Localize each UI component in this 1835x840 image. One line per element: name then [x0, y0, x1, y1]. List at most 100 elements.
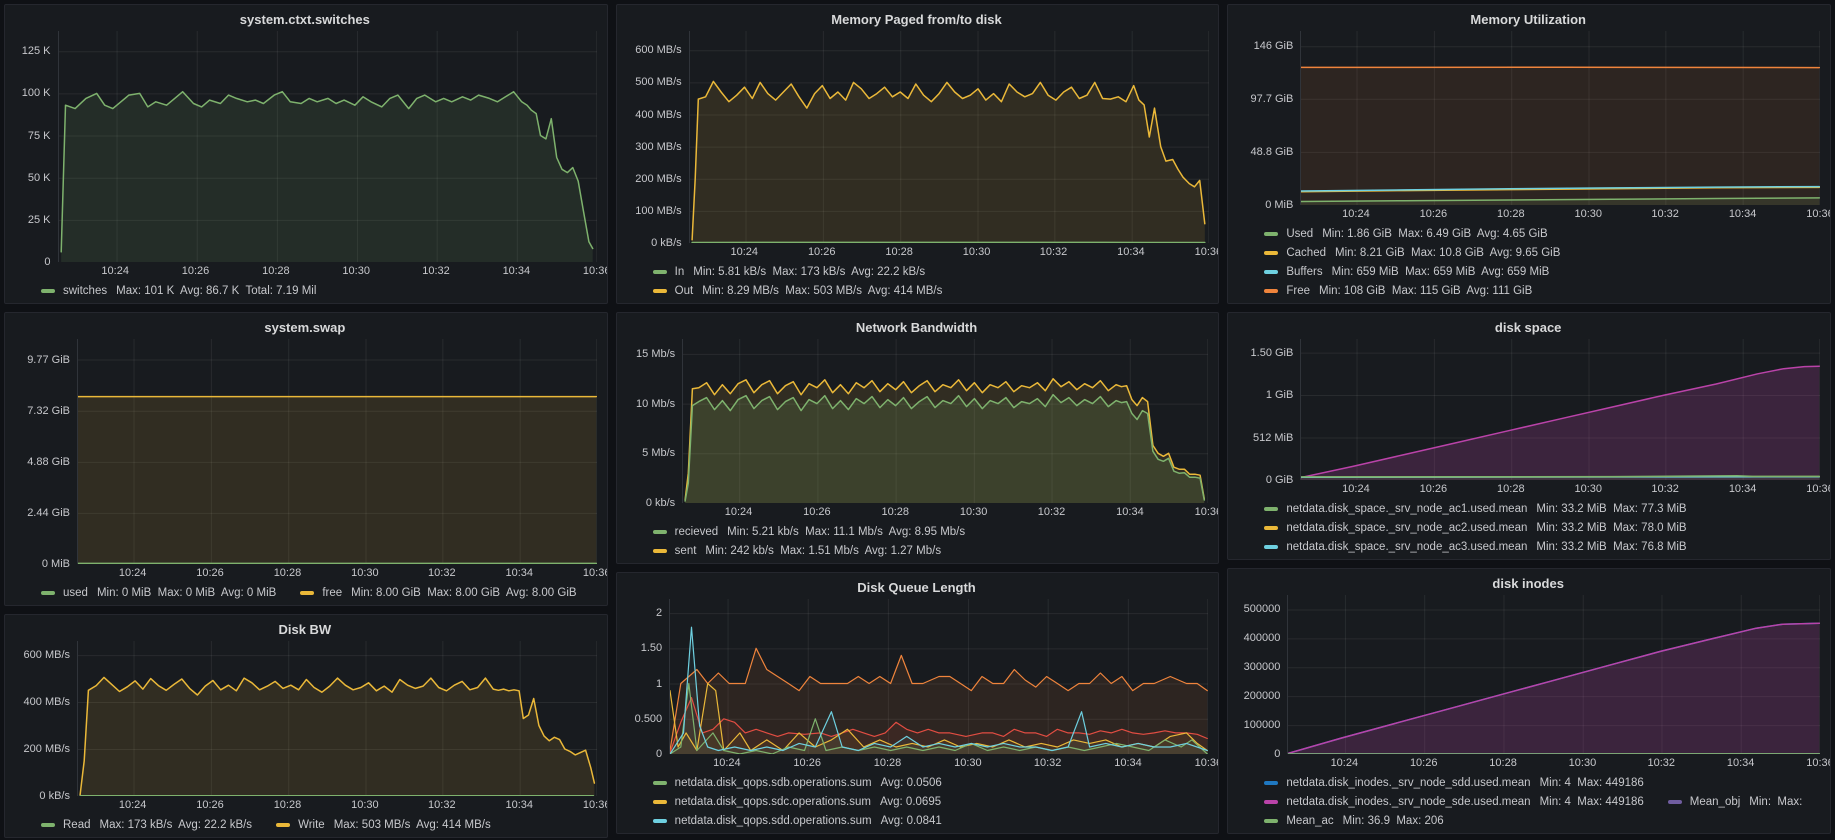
chart-canvas[interactable] — [1301, 339, 1821, 480]
chart-canvas[interactable] — [78, 641, 597, 796]
y-axis: 0 MiB 2.44 GiB 4.88 GiB 7.32 GiB 9.77 GiB — [13, 339, 77, 571]
legend-series-stats: Min: 36.9 Max: 206 — [1342, 814, 1444, 827]
legend-item[interactable]: netdata.disk_inodes._srv_node_sde.used.m… — [1264, 795, 1644, 808]
legend-item[interactable]: netdata.disk_qops.sdb.operations.sum Avg:… — [652, 777, 942, 789]
legend-item[interactable]: Out Min: 8.29 MB/s Max: 503 MB/s Avg: 414… — [652, 285, 942, 297]
legend-color-swatch — [41, 822, 55, 827]
legend-item[interactable]: switches Max: 101 K Avg: 86.7 K Total: 7.… — [41, 285, 316, 297]
x-axis-tick-label: 10:32 — [428, 567, 456, 579]
legend-row: Free Min: 108 GiB Max: 115 GiB Avg: 111 G… — [1264, 281, 1820, 300]
legend-item[interactable]: Used Min: 1.86 GiB Max: 6.49 GiB Avg: 4.6… — [1264, 227, 1548, 240]
legend-series-label: Free — [1286, 284, 1310, 297]
legend-color-swatch — [1264, 231, 1279, 236]
legend-series-stats: Min: 108 GiB Max: 115 GiB Avg: 111 GiB — [1319, 284, 1533, 297]
panel-title[interactable]: Network Bandwidth — [855, 320, 978, 335]
legend-item[interactable]: free Min: 8.00 GiB Max: 8.00 GiB Avg: 8.0… — [300, 587, 577, 599]
panel-title[interactable]: disk space — [1494, 320, 1562, 335]
legend-item[interactable]: Cached Min: 8.21 GiB Max: 10.8 GiB Avg: 9… — [1264, 247, 1560, 259]
x-axis-tick-label: 10:30 — [1568, 757, 1597, 769]
legend: used Min: 0 MiB Max: 0 MiB Avg: 0 MiB free… — [41, 583, 597, 602]
chart-canvas[interactable] — [58, 31, 597, 262]
legend-series-stats: Avg: 0.0695 — [879, 795, 942, 808]
y-axis: 0 kB/s 200 MB/s 400 MB/s 600 MB/s — [13, 641, 77, 802]
x-axis-tick-label: 10:30 — [954, 757, 982, 769]
legend-item[interactable]: Mean_ac Min: 36.9 Max: 206 — [1264, 814, 1444, 827]
chart-plot-disk-queue-length[interactable] — [669, 599, 1209, 754]
legend: Read Max: 173 kB/s Avg: 22.2 kB/s Write Max… — [41, 815, 597, 834]
x-axis-tick-label: 10:26 — [1419, 483, 1448, 495]
legend-item[interactable]: netdata.disk_space._srv_node_ac2.used.me… — [1264, 522, 1687, 534]
panel-title[interactable]: disk inodes — [1492, 576, 1564, 591]
legend-row: Out Min: 8.29 MB/s Max: 503 MB/s Avg: 414… — [652, 281, 1209, 300]
y-axis-tick-label: 100 MB/s — [635, 204, 682, 217]
chart-plot-disk-inodes[interactable] — [1287, 595, 1821, 754]
y-axis-tick-label: 0 MiB — [41, 558, 70, 570]
legend-series-label: netdata.disk_qops.sdc.operations.sum — [674, 795, 871, 808]
chart-canvas[interactable] — [78, 339, 597, 564]
legend-series-label: netdata.disk_qops.sdd.operations.sum — [674, 814, 872, 827]
chart-plot-disk-space[interactable] — [1300, 339, 1821, 480]
legend-item[interactable]: netdata.disk_qops.sdc.operations.sum Avg:… — [652, 795, 942, 808]
legend-series-label: sent — [674, 544, 697, 557]
legend-item[interactable]: In Min: 5.81 kB/s Max: 173 kB/s Avg: 22.2… — [652, 266, 925, 278]
legend-color-swatch — [1667, 799, 1682, 804]
chart-canvas[interactable] — [670, 599, 1209, 754]
chart-canvas[interactable] — [1301, 31, 1821, 205]
chart-canvas[interactable] — [683, 339, 1209, 503]
legend-item[interactable]: sent Min: 242 kb/s Max: 1.51 Mb/s Avg: 1.… — [652, 544, 942, 557]
chart-canvas[interactable] — [689, 31, 1209, 243]
dashboard-column: system.ctxt.switches 0 25 K 50 K 75 K 100 K 12… — [4, 4, 608, 838]
legend-item[interactable]: Read Max: 173 kB/s Avg: 22.2 kB/s — [41, 819, 252, 831]
panel-title[interactable]: Memory Paged from/to disk — [831, 12, 1002, 27]
x-axis-tick-label: 10:28 — [262, 265, 290, 277]
legend-item[interactable]: Write Max: 503 MB/s Avg: 414 MB/s — [276, 819, 491, 831]
chart-canvas[interactable] — [1288, 595, 1821, 754]
panel-memory-utilization: Memory Utilization 0 MiB 48.8 GiB 97.7 GiB 1… — [1227, 4, 1832, 304]
chart-plot-memory-paged-from-to-disk[interactable] — [688, 31, 1209, 243]
legend-series-label: Mean_obj — [1689, 795, 1741, 808]
panel-title[interactable]: system.swap — [264, 320, 346, 335]
legend-item[interactable]: Free Min: 108 GiB Max: 115 GiB Avg: 111 G… — [1264, 285, 1532, 297]
panel-disk-bw: Disk BW 0 kB/s 200 MB/s 400 MB/s 600 MB/s 10:… — [4, 614, 608, 838]
legend-item[interactable]: netdata.disk_space._srv_node_ac3.used.me… — [1264, 541, 1687, 553]
plot-area-row: 0 GiB 512 MiB 1 GiB 1.50 GiB — [1236, 339, 1821, 486]
legend-item[interactable]: Buffers Min: 659 MiB Max: 659 MiB Avg: 65… — [1264, 266, 1549, 278]
y-axis-tick-label: 0 kB/s — [651, 237, 682, 249]
chart-plot-system-ctxt-switches[interactable] — [57, 31, 597, 262]
series-line-sde_inodes — [1288, 622, 1821, 754]
chart-plot-disk-bw[interactable] — [77, 641, 597, 796]
legend-item[interactable]: used Min: 0 MiB Max: 0 MiB Avg: 0 MiB — [41, 587, 276, 599]
legend-series-stats: Min: 4 Max: 449186 — [1539, 795, 1644, 808]
panel-memory-paged-from-to-disk: Memory Paged from/to disk 0 kB/s 100 MB/s 2… — [615, 4, 1220, 304]
legend-item[interactable]: Mean_obj Min: Max: — [1667, 795, 1802, 808]
legend-series-label: Mean_ac — [1286, 814, 1334, 827]
legend-row: recieved Min: 5.21 kb/s Max: 11.1 Mb/s Av… — [652, 522, 1209, 541]
legend-item[interactable]: netdata.disk_qops.sdd.operations.sum Avg:… — [652, 814, 942, 827]
panel-disk-queue-length: Disk Queue Length 0 0.500 1 1.50 2 10:24 10:26 1… — [615, 572, 1220, 834]
y-axis: 0 25 K 50 K 75 K 100 K 125 K — [13, 31, 58, 268]
legend-row: In Min: 5.81 kB/s Max: 173 kB/s Avg: 22.2… — [652, 262, 1209, 281]
legend-series-stats: Min: 33.2 MiB Max: 77.3 MiB — [1536, 502, 1687, 515]
panel-title[interactable]: Disk BW — [278, 622, 332, 637]
series-line-used_total — [1301, 365, 1821, 479]
legend-item[interactable]: netdata.disk_inodes._srv_node_sdd.used.m… — [1264, 776, 1644, 789]
legend-series-label: recieved — [674, 525, 719, 538]
legend-row: switches Max: 101 K Avg: 86.7 K Total: 7.… — [41, 281, 597, 300]
series-area-recieved — [685, 394, 1205, 503]
chart-plot-network-bandwidth[interactable] — [682, 339, 1209, 503]
legend-item[interactable]: recieved Min: 5.21 kb/s Max: 11.1 Mb/s Av… — [652, 525, 965, 538]
legend-series-stats: Max: 173 kB/s Avg: 22.2 kB/s — [99, 818, 253, 831]
legend-series-stats: Min: 242 kb/s Max: 1.51 Mb/s Avg: 1.27 M… — [705, 544, 942, 557]
panel-title[interactable]: Memory Utilization — [1470, 12, 1586, 27]
legend-series-label: Used — [1286, 227, 1314, 240]
chart-plot-system-swap[interactable] — [77, 339, 597, 564]
chart-plot-memory-utilization[interactable] — [1300, 31, 1821, 205]
x-axis-tick-label: 10:26 — [196, 799, 224, 811]
legend-item[interactable]: netdata.disk_space._srv_node_ac1.used.me… — [1264, 502, 1687, 515]
legend-series-label: netdata.disk_inodes._srv_node_sdd.used.m… — [1286, 776, 1531, 789]
legend-series-label: used — [63, 586, 88, 599]
panel-title[interactable]: system.ctxt.switches — [239, 12, 370, 27]
x-axis-tick-label: 10:24 — [1342, 208, 1370, 220]
panel-title[interactable]: Disk Queue Length — [857, 580, 976, 595]
legend-row: used Min: 0 MiB Max: 0 MiB Avg: 0 MiB free… — [41, 583, 597, 602]
